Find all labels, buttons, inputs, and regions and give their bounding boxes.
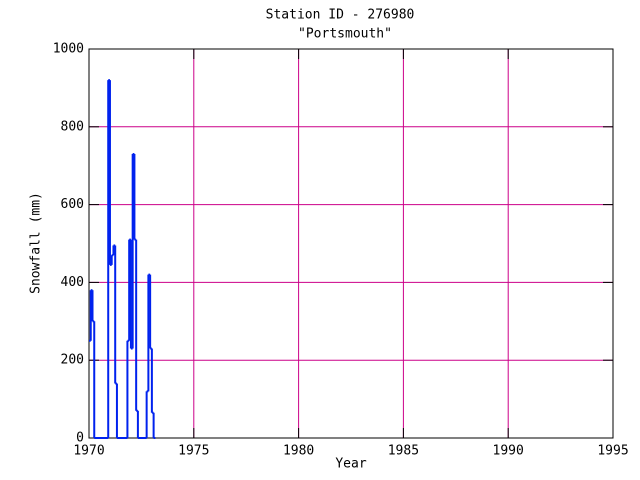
x-tick-label: 1980 (283, 444, 314, 459)
y-tick-label: 400 (61, 275, 84, 290)
x-tick-label: 1985 (388, 444, 419, 459)
x-tick-label: 1990 (493, 444, 524, 459)
y-tick-label: 600 (61, 197, 84, 212)
x-axis-label: Year (335, 457, 366, 472)
y-tick-label: 0 (76, 431, 84, 446)
y-tick-label: 200 (61, 353, 84, 368)
chart-subtitle: "Portsmouth" (298, 27, 392, 42)
y-axis-label: Snowfall (mm) (29, 192, 44, 294)
chart-title: Station ID - 276980 (266, 8, 415, 23)
y-tick-label: 800 (61, 119, 84, 134)
y-tick-label: 1000 (53, 42, 84, 57)
x-tick-label: 1975 (178, 444, 209, 459)
x-tick-label: 1970 (73, 444, 104, 459)
plot-frame (88, 48, 614, 439)
x-tick-label: 1995 (597, 444, 628, 459)
